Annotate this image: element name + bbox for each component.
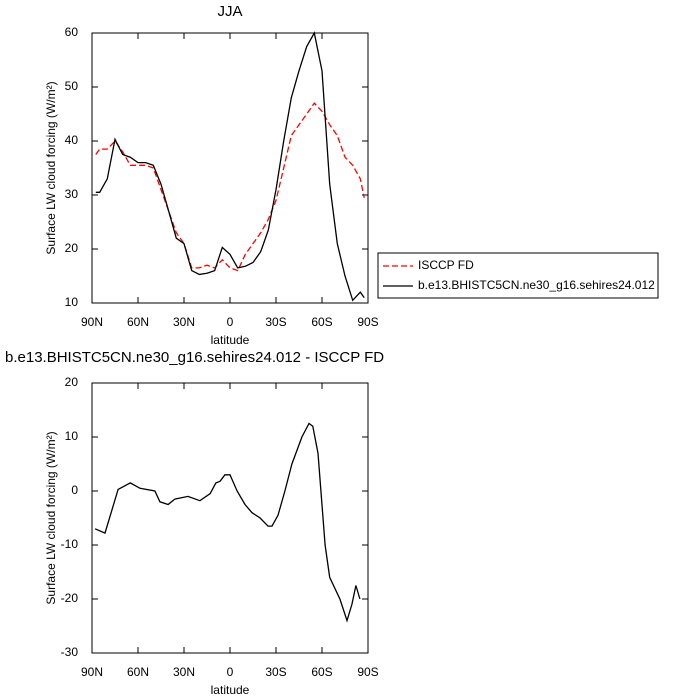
chart-title: JJA [217,3,242,20]
x-tick-label: 30N [173,315,195,329]
y-tick-label: 30 [65,187,79,201]
x-tick-label: 30N [173,665,195,679]
plot-frame [91,382,369,654]
x-tick-label: 60N [127,315,149,329]
x-tick-label: 90S [357,665,378,679]
x-tick-label: 30S [265,665,286,679]
data-line [95,102,365,272]
x-tick-label: 90N [81,665,103,679]
x-tick-label: 60S [311,665,332,679]
x-tick-label: 0 [227,665,234,679]
x-axis-label: latitude [211,683,250,697]
y-tick-label: 20 [65,241,79,255]
legend-box [377,252,659,299]
y-tick-label: 20 [65,375,79,389]
y-tick-label: 50 [65,79,79,93]
legend-label: b.e13.BHISTC5CN.ne30_g16.sehires24.012 [418,278,655,292]
data-line [95,31,365,302]
x-tick-label: 0 [227,315,234,329]
y-tick-label: 0 [71,483,78,497]
legend-label: ISCCP FD [418,258,474,272]
x-tick-label: 60N [127,665,149,679]
y-tick-label: 60 [65,25,79,39]
x-tick-label: 90N [81,315,103,329]
y-axis-label: Surface LW cloud forcing (W/m²) [44,431,58,604]
plot-frame [91,32,369,304]
data-line [94,422,361,623]
y-tick-label: -30 [61,645,79,659]
y-tick-label: 10 [65,295,79,309]
y-tick-label: 40 [65,133,79,147]
x-tick-label: 60S [311,315,332,329]
x-tick-label: 90S [357,315,378,329]
y-tick-label: -10 [61,537,79,551]
y-tick-label: 10 [65,429,79,443]
chart-title: b.e13.BHISTC5CN.ne30_g16.sehires24.012 -… [5,349,384,366]
y-tick-label: -20 [61,591,79,605]
y-axis-label: Surface LW cloud forcing (W/m²) [44,81,58,254]
x-axis-label: latitude [211,333,250,347]
x-tick-label: 30S [265,315,286,329]
